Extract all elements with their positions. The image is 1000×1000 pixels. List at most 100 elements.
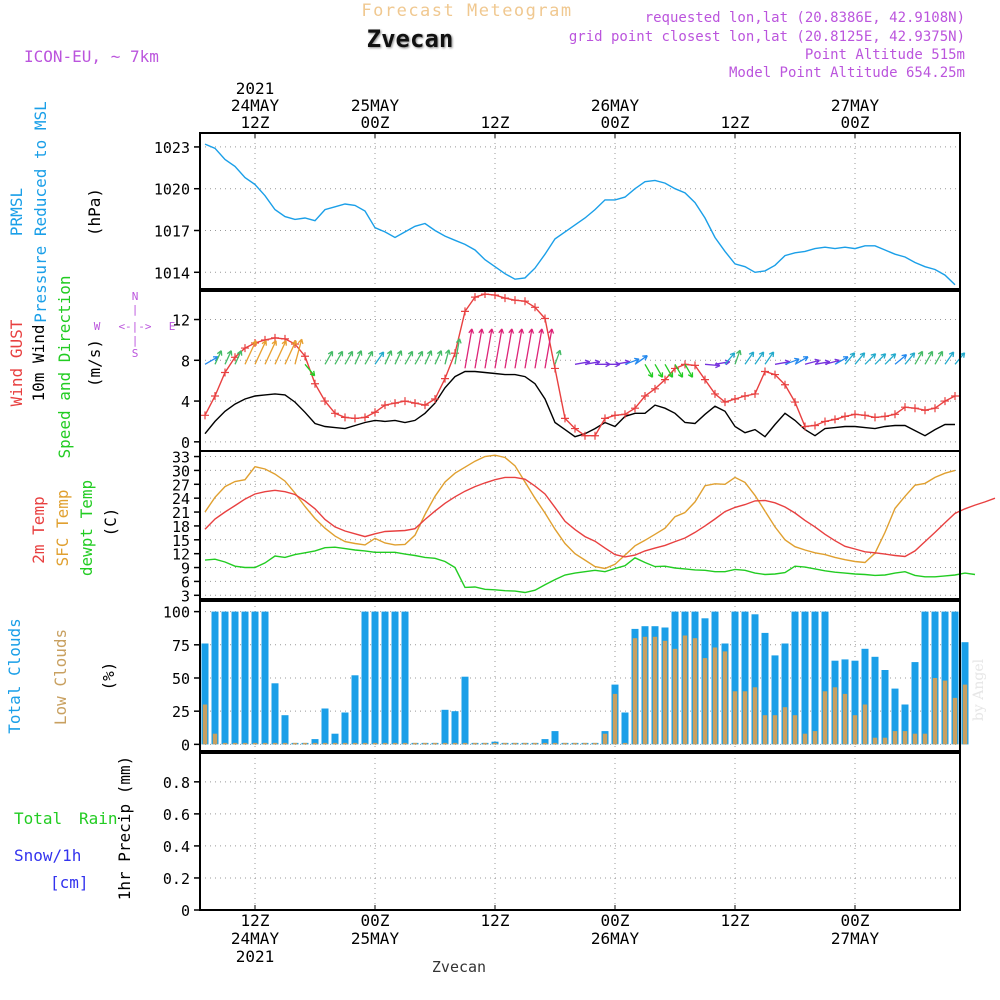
low-cloud-bar	[262, 742, 268, 745]
y-tick-label: 15	[172, 532, 190, 550]
pressure-line	[204, 143, 956, 286]
gust-marker	[621, 410, 629, 419]
wind-direction-arrow	[334, 350, 344, 365]
bottom-time-label: 2021	[236, 947, 275, 966]
low-cloud-bar	[782, 707, 788, 745]
gust-marker	[371, 408, 379, 417]
wind-direction-arrow	[834, 356, 849, 365]
gust-marker	[861, 411, 869, 420]
total-cloud-bar	[881, 670, 889, 745]
wind-direction-arrow	[274, 340, 287, 365]
gust-marker	[751, 389, 759, 398]
low-cloud-bar	[842, 693, 848, 745]
gust-marker	[391, 399, 399, 408]
total-cloud-bar	[791, 611, 799, 745]
altitude-info: Point Altitude 515m	[805, 47, 965, 63]
wind-direction-arrow	[324, 350, 334, 365]
top-time-label: 12Z	[481, 113, 510, 132]
total-cloud-bar	[211, 611, 219, 745]
low-cloud-bar	[202, 704, 208, 745]
wind-speed-line	[204, 370, 955, 438]
y-tick-label: 0.2	[163, 870, 190, 888]
y-tick-label: 0.4	[163, 838, 190, 856]
top-time-label: 26MAY	[591, 96, 640, 115]
low-cloud-bar	[592, 742, 598, 745]
low-cloud-bar	[412, 742, 418, 745]
wind-direction-arrow	[734, 349, 742, 365]
low-cloud-bar	[422, 742, 428, 745]
gust-marker	[461, 307, 469, 316]
low-cloud-bar	[612, 693, 618, 745]
low-clouds-label: Low Clouds	[51, 629, 70, 725]
gust-marker	[711, 389, 719, 398]
low-cloud-bar	[742, 691, 748, 745]
total-cloud-bar	[731, 611, 739, 745]
total-cloud-bar	[781, 643, 789, 745]
top-time-label: 25MAY	[351, 96, 400, 115]
total-cloud-bar	[811, 611, 819, 745]
wind-direction-arrow	[264, 340, 277, 365]
svg-text:<-|->: <-|->	[118, 320, 151, 333]
gust-marker	[841, 412, 849, 421]
wind-direction-arrow	[234, 350, 243, 365]
gust-marker	[401, 397, 409, 406]
y-tick-label: 25	[172, 703, 190, 721]
wind-direction-arrow	[294, 338, 304, 365]
gust-marker	[821, 417, 829, 426]
gust-marker	[541, 314, 549, 323]
wind-direction-arrow	[794, 356, 809, 365]
low-cloud-bar	[362, 742, 368, 745]
gust-marker	[631, 404, 639, 413]
gust-marker	[741, 391, 749, 400]
top-time-label: 27MAY	[831, 96, 880, 115]
total-cloud-bar	[741, 611, 749, 745]
total-cloud-bar	[221, 611, 229, 745]
wind-gust-line	[204, 293, 956, 437]
wind-direction-arrow	[344, 350, 354, 365]
wind-direction-arrow	[864, 353, 877, 365]
gust-marker	[571, 424, 579, 433]
gust-marker	[521, 297, 529, 306]
gust-marker	[691, 361, 699, 370]
low-cloud-bar	[912, 733, 918, 745]
gust-marker	[321, 397, 329, 406]
y-tick-label: 8	[181, 352, 190, 370]
pressure-label-prmsl: PRMSL	[7, 188, 26, 236]
y-tick-label: 24	[172, 490, 190, 508]
total-cloud-bar	[951, 611, 959, 745]
total-cloud-bar	[351, 675, 359, 745]
product-title: Forecast Meteogram	[361, 1, 572, 21]
low-cloud-bar	[822, 691, 828, 745]
y-tick-label: 50	[172, 670, 190, 688]
low-cloud-bar	[892, 731, 898, 745]
gust-marker	[451, 349, 459, 358]
gust-marker	[651, 384, 659, 393]
low-cloud-bar	[722, 651, 728, 745]
wind-direction-arrow	[474, 328, 485, 369]
top-time-label: 00Z	[841, 113, 870, 132]
low-cloud-bar	[802, 733, 808, 745]
y-tick-label: 1014	[154, 264, 190, 282]
low-cloud-bar	[832, 687, 838, 745]
low-cloud-bar	[622, 742, 628, 745]
svg-text:N: N	[132, 290, 139, 303]
sfc-temp-label: SFC Temp	[53, 489, 72, 566]
low-cloud-bar	[902, 731, 908, 745]
gust-marker	[311, 379, 319, 388]
low-cloud-bar	[662, 640, 668, 745]
gust-marker	[331, 409, 339, 418]
low-cloud-bar	[532, 742, 538, 745]
y-tick-label: 9	[181, 560, 190, 578]
wind-direction-arrow	[804, 358, 820, 365]
total-cloud-bar	[911, 662, 919, 745]
top-time-label: 00Z	[601, 113, 630, 132]
wind-direction-arrow	[764, 351, 775, 365]
gust-marker	[801, 422, 809, 431]
wind-direction-arrow	[414, 350, 424, 365]
precip-unit-label: 1hr Precip (mm)	[115, 756, 134, 901]
snow-label: Snow/1h	[14, 846, 81, 865]
wind-direction-arrow	[754, 351, 765, 365]
gust-marker	[951, 391, 959, 400]
gust-marker	[811, 421, 819, 430]
gust-marker	[731, 395, 739, 404]
